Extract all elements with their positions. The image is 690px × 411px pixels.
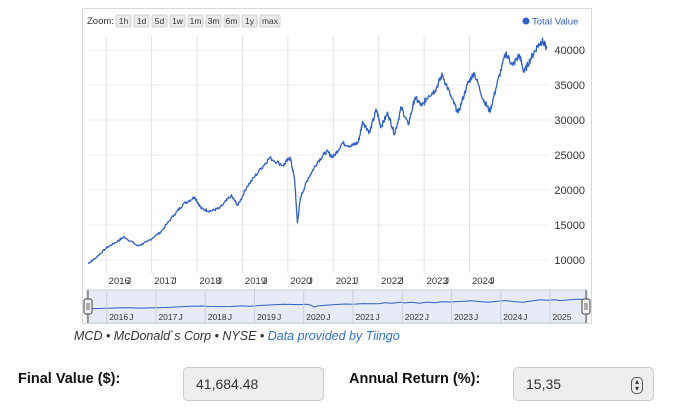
navigator-mid-label: J: [129, 312, 133, 322]
x-tick-label-year: 2020: [290, 276, 311, 287]
x-tick-label-mid: J: [444, 276, 449, 287]
zoom-button-6m[interactable]: 6m: [223, 14, 240, 28]
x-tick-label-mid: J: [263, 276, 268, 287]
x-tick-label-mid: J: [399, 276, 404, 287]
final-value-field: 41,684.48: [183, 367, 324, 401]
zoom-button-label: 1h: [119, 16, 129, 26]
x-tick-label-year: 2021: [336, 276, 357, 287]
navigator-mid-label: J: [178, 312, 182, 322]
navigator-handle-left[interactable]: [83, 290, 93, 323]
zoom-button-label: 1d: [137, 16, 147, 26]
y-tick-label: 10000: [554, 255, 585, 267]
navigator-mid-label: J: [425, 312, 429, 322]
tiingo-link[interactable]: Data provided by Tiingo: [267, 329, 400, 343]
annual-return-label: Annual Return (%):: [349, 371, 481, 387]
x-tick-label-year: 2018: [200, 276, 221, 287]
zoom-label: Zoom:: [87, 16, 114, 27]
x-tick-label-mid: J: [308, 276, 313, 287]
legend-marker-icon: [522, 17, 530, 25]
chart-container[interactable]: Zoom: 1h 1d 5d 1w 1m 3m 6m 1y max Total Value 10…: [82, 8, 592, 324]
navigator-mid-label: J: [228, 312, 232, 322]
zoom-button-label: 1m: [190, 16, 202, 26]
x-tick-label-mid: J: [217, 276, 222, 287]
navigator-mid-label: J: [277, 312, 281, 322]
zoom-button-label: 1w: [172, 16, 184, 26]
zoom-button-label: 5d: [155, 16, 165, 26]
x-tick-label-mid: J: [354, 276, 359, 287]
zoom-button-label: 3m: [208, 16, 220, 26]
x-tick-label-year: 2017: [154, 276, 175, 287]
ticker-info: MCD • McDonald`s Corp • NYSE •: [74, 329, 268, 343]
x-tick-label-year: 2022: [381, 276, 402, 287]
data-source-caption: MCD • McDonald`s Corp • NYSE • Data prov…: [74, 329, 400, 343]
x-tick-label-year: 2024: [472, 276, 493, 287]
zoom-button-3m[interactable]: 3m: [205, 14, 222, 28]
series-line-total-value: [87, 37, 548, 265]
navigator-year-label: 2018: [208, 312, 227, 322]
x-tick-label-year: 2023: [427, 276, 448, 287]
navigator-year-label: 2020: [306, 312, 325, 322]
zoom-button-1m[interactable]: 1m: [187, 14, 204, 28]
navigator-mid-label: J: [523, 312, 527, 322]
y-tick-label: 40000: [554, 45, 585, 57]
navigator-year-label: 2025: [553, 312, 572, 322]
y-tick-label: 20000: [554, 185, 585, 197]
zoom-button-5d[interactable]: 5d: [151, 14, 168, 28]
y-tick-label: 35000: [554, 80, 585, 92]
x-tick-label-mid: J: [490, 276, 495, 287]
stepper-icon[interactable]: ▴ ▾: [631, 377, 643, 394]
navigator-mid-label: J: [376, 312, 380, 322]
zoom-button-label: 6m: [226, 16, 238, 26]
navigator-year-label: 2021: [356, 312, 375, 322]
navigator-series-line: [86, 298, 585, 310]
navigator-year-label: 2023: [454, 312, 473, 322]
navigator-handle-right[interactable]: [581, 290, 591, 323]
annual-return-value: 15,35: [526, 376, 562, 392]
y-tick-label: 30000: [554, 115, 585, 127]
navigator-year-label: 2024: [503, 312, 522, 322]
y-tick-label: 25000: [554, 150, 585, 162]
navigator-year-label: 2019: [257, 312, 276, 322]
zoom-button-1y[interactable]: 1y: [241, 14, 258, 28]
zoom-button-1w[interactable]: 1w: [169, 14, 186, 28]
final-value-label: Final Value ($):: [18, 371, 121, 387]
navigator-year-label: 2022: [405, 312, 424, 322]
y-tick-label: 15000: [554, 220, 585, 232]
x-tick-label-year: 2016: [109, 276, 130, 287]
price-chart[interactable]: Zoom: 1h 1d 5d 1w 1m 3m 6m 1y max Total Value 10…: [83, 9, 591, 324]
x-tick-label-year: 2019: [245, 276, 266, 287]
annual-return-input[interactable]: 15,35 ▴ ▾: [513, 367, 654, 401]
navigator-year-label: 2017: [158, 312, 177, 322]
zoom-button-1h[interactable]: 1h: [115, 14, 132, 28]
drag-handle-icon[interactable]: [83, 298, 93, 315]
drag-handle-icon[interactable]: [581, 298, 591, 315]
x-tick-label-mid: J: [127, 276, 132, 287]
x-tick-label-mid: J: [172, 276, 177, 287]
legend-item-total-value[interactable]: Total Value: [532, 17, 578, 28]
zoom-button-max[interactable]: max: [259, 14, 281, 28]
zoom-button-1d[interactable]: 1d: [133, 14, 150, 28]
navigator-year-label: 2016: [109, 312, 128, 322]
navigator-mid-label: J: [474, 312, 478, 322]
zoom-button-label: max: [262, 16, 279, 26]
zoom-button-label: 1y: [245, 16, 255, 26]
navigator-mid-label: J: [326, 312, 330, 322]
